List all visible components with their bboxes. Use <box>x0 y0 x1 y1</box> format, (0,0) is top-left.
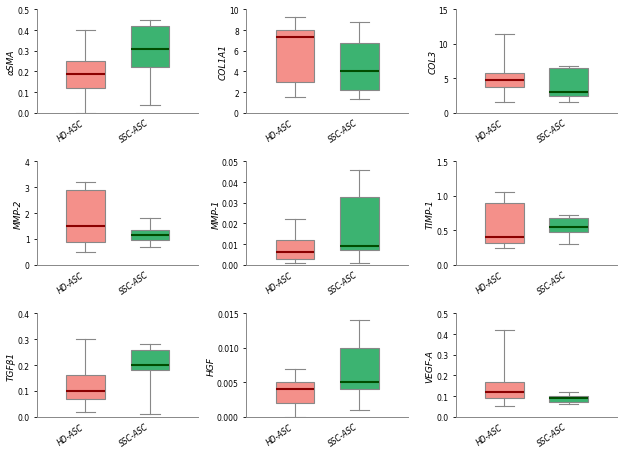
PathPatch shape <box>130 230 169 241</box>
PathPatch shape <box>276 383 314 403</box>
PathPatch shape <box>66 191 105 242</box>
PathPatch shape <box>340 197 379 251</box>
Y-axis label: MMP-2: MMP-2 <box>14 199 23 228</box>
PathPatch shape <box>340 43 379 91</box>
Y-axis label: COL3: COL3 <box>428 50 437 74</box>
PathPatch shape <box>549 69 588 96</box>
PathPatch shape <box>485 203 524 243</box>
PathPatch shape <box>549 218 588 232</box>
PathPatch shape <box>485 382 524 398</box>
PathPatch shape <box>130 27 169 68</box>
Y-axis label: αSMA: αSMA <box>7 49 16 75</box>
PathPatch shape <box>276 241 314 259</box>
Y-axis label: VEGF-A: VEGF-A <box>426 349 435 382</box>
PathPatch shape <box>66 62 105 89</box>
Y-axis label: MMP-1: MMP-1 <box>212 199 220 228</box>
PathPatch shape <box>340 348 379 389</box>
PathPatch shape <box>276 31 314 83</box>
PathPatch shape <box>66 376 105 399</box>
PathPatch shape <box>130 350 169 370</box>
Y-axis label: TGFβ1: TGFβ1 <box>7 351 16 380</box>
Y-axis label: TIMP-1: TIMP-1 <box>426 199 435 228</box>
PathPatch shape <box>549 396 588 403</box>
Y-axis label: HGF: HGF <box>207 356 216 375</box>
PathPatch shape <box>485 74 524 87</box>
Y-axis label: COL1A1: COL1A1 <box>219 44 228 80</box>
